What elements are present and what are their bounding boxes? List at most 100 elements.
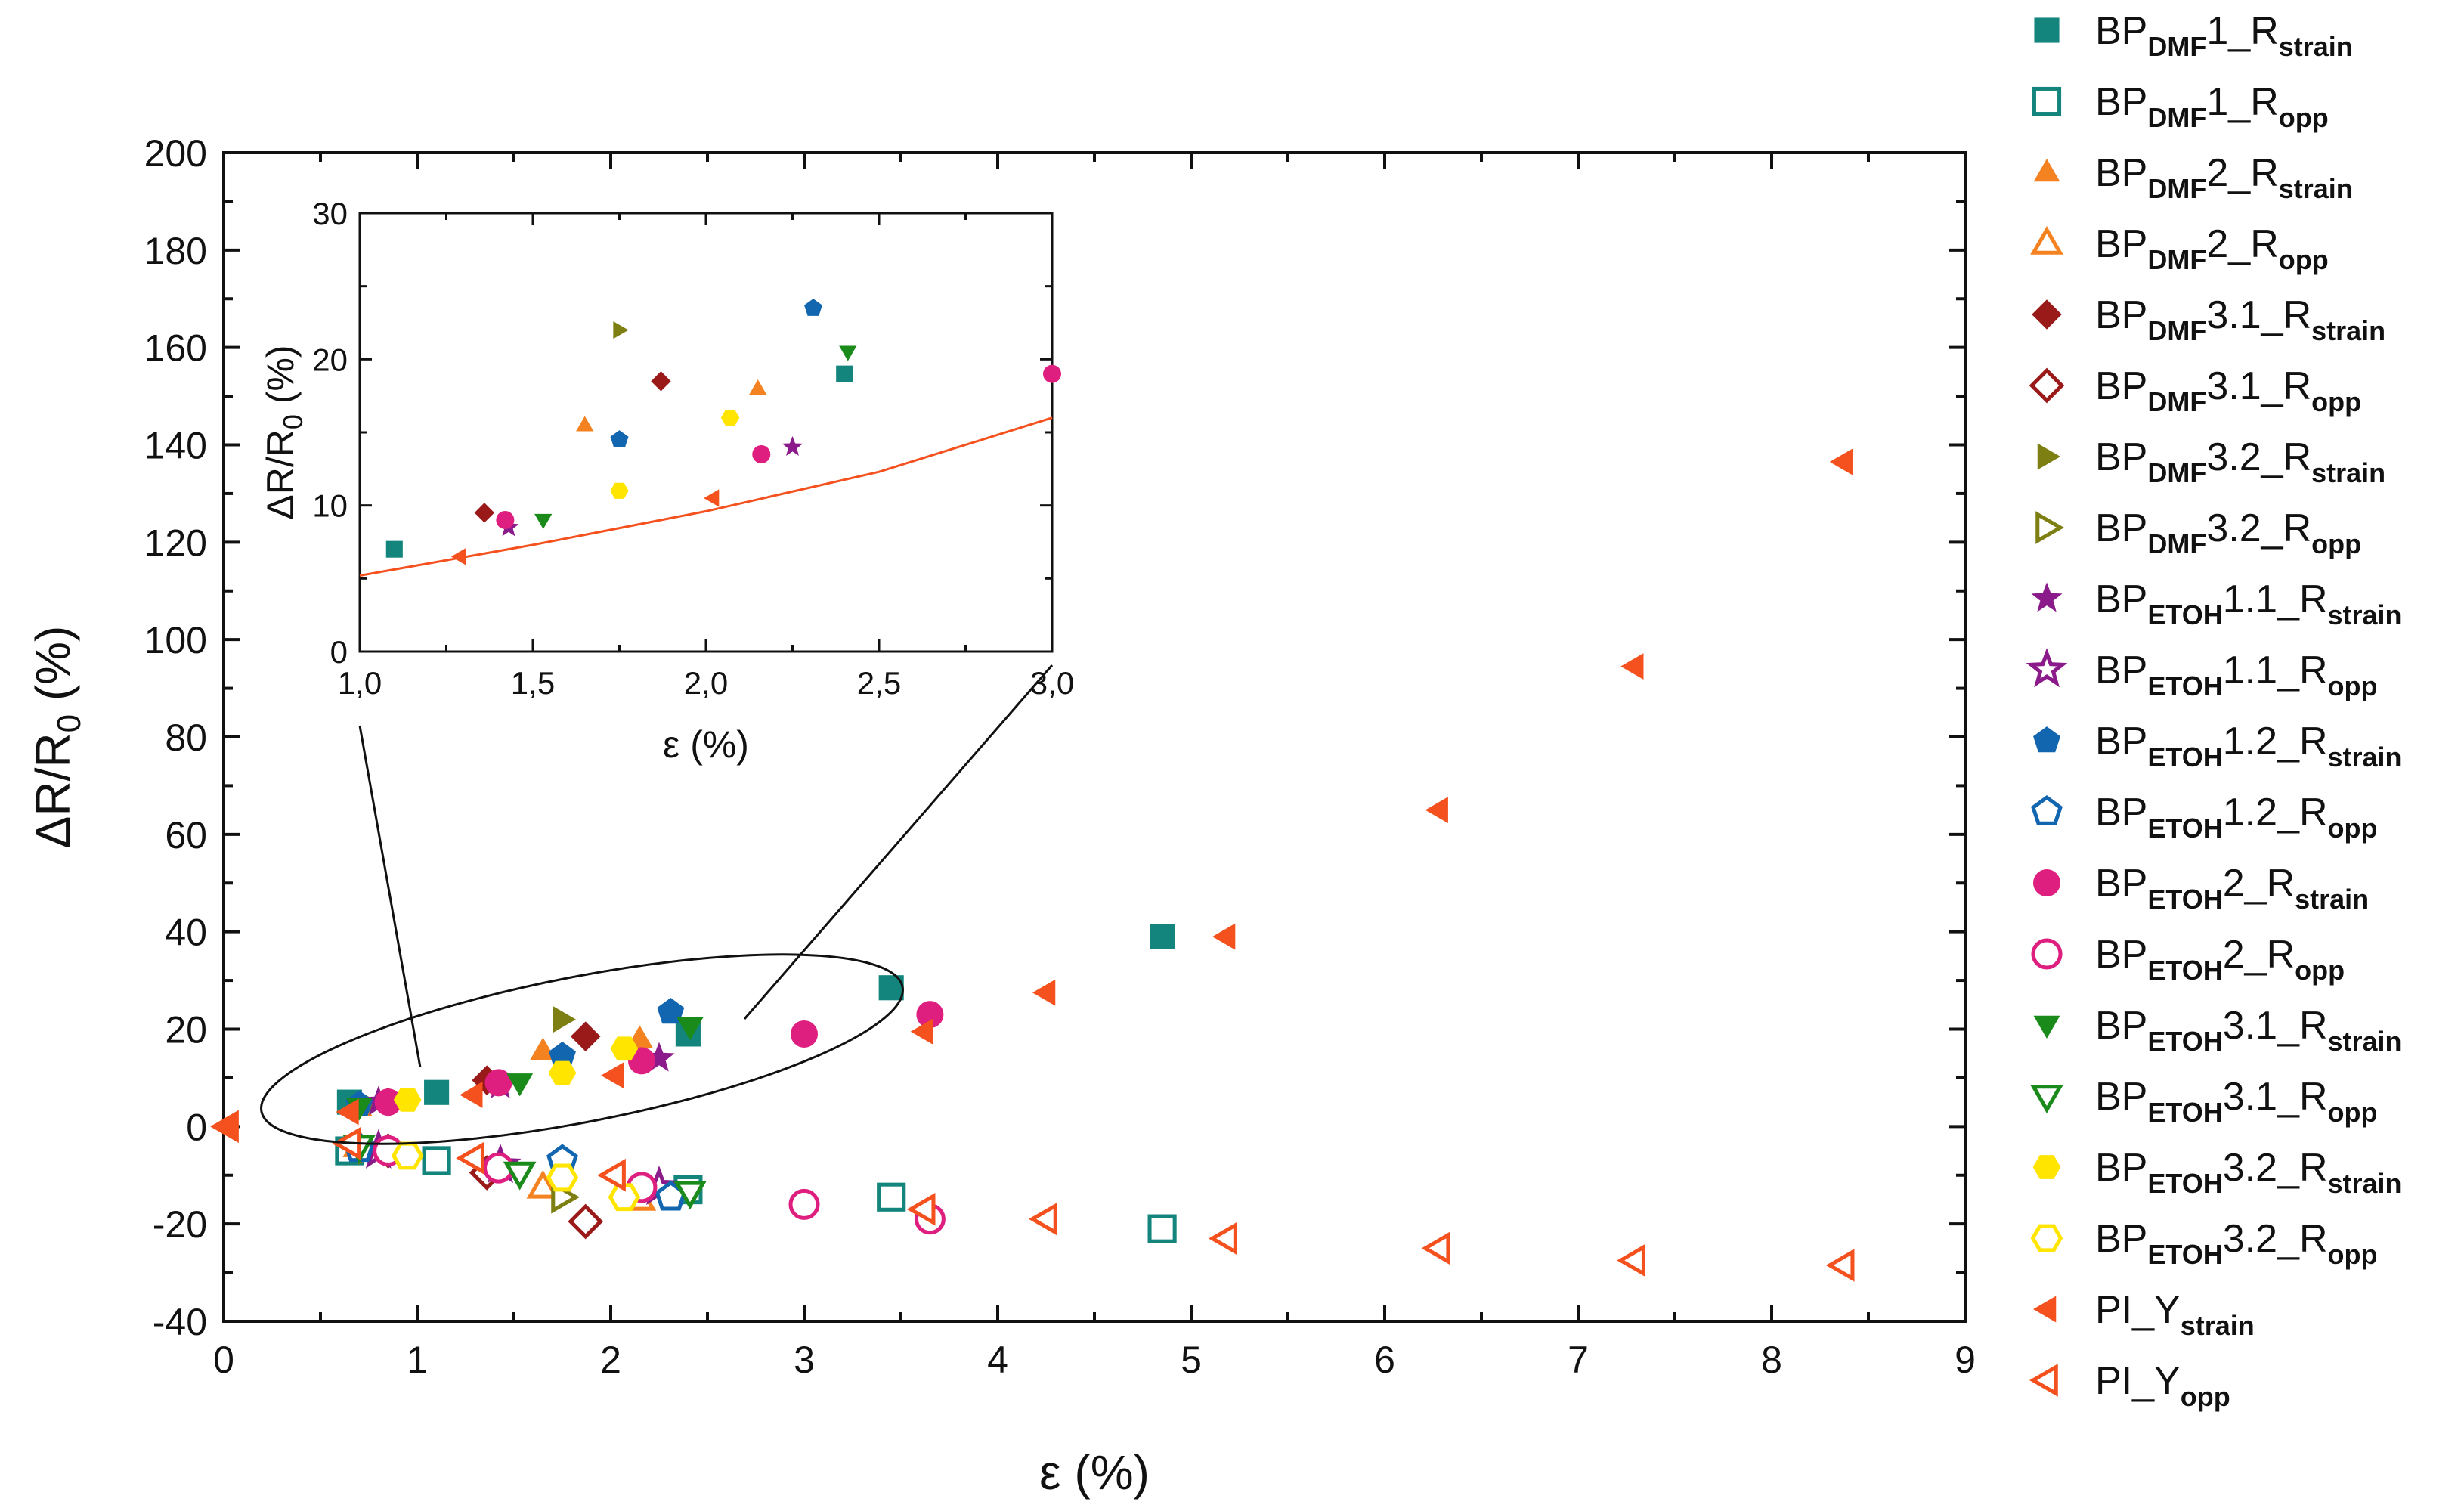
legend-label-subscript2: strain xyxy=(2328,742,2402,773)
legend-label-subscript2: strain xyxy=(2279,31,2353,62)
data-point-bp-dmf1-r-opp xyxy=(422,1146,451,1175)
legend-label-main: BP xyxy=(2095,9,2147,53)
data-point-pi-y-strain xyxy=(601,1062,624,1089)
legend-label-subscript: ETOH xyxy=(2147,955,2222,986)
legend-label-main: BP xyxy=(2095,1217,2147,1261)
legend-label: BPETOH1.1_Ropp xyxy=(2095,649,2377,701)
legend-label-subscript: ETOH xyxy=(2147,1097,2222,1128)
legend-entry: BPETOH1.1_Rstrain xyxy=(2031,577,2402,630)
legend-label-subscript: ETOH xyxy=(2147,813,2222,844)
y-tick-label: 80 xyxy=(165,717,207,759)
y-tick-label: 0 xyxy=(186,1106,207,1148)
inset-point-bp-etoh3-1-r-strain xyxy=(534,513,553,529)
legend-label-subscript2: opp xyxy=(2311,528,2361,559)
inset-data-points xyxy=(385,299,1061,565)
legend-label-mid: 2_R xyxy=(2223,933,2295,977)
y-tick-label: 100 xyxy=(144,619,207,661)
inset-point-bp-dmf3-2-r-strain xyxy=(613,321,629,339)
legend-entry: BPDMF3.2_Rstrain xyxy=(2037,435,2385,488)
inset-x-tick-label: 2,5 xyxy=(857,665,901,701)
legend-label-mid: 3.1_R xyxy=(2223,1004,2328,1048)
data-point-bp-etoh2-r-opp xyxy=(788,1188,820,1220)
inset-point-bp-dmf1-r-strain xyxy=(385,540,403,558)
legend-marker-bp-etoh1-1-r-opp xyxy=(2026,648,2068,688)
inset-y-tick-label: 0 xyxy=(330,634,348,670)
data-point-pi-y-strain xyxy=(1032,979,1056,1006)
legend-label-main: BP xyxy=(2095,933,2147,977)
y-tick-label: 200 xyxy=(144,132,207,175)
legend-entry: BPETOH1.1_Ropp xyxy=(2026,648,2377,701)
x-tick-label: 2 xyxy=(600,1339,621,1381)
legend-label-subscript: DMF xyxy=(2147,528,2206,559)
data-point-bp-etoh3-2-r-strain xyxy=(610,1036,639,1061)
legend-marker-bp-etoh2-r-opp xyxy=(2031,938,2063,970)
inset-point-bp-etoh1-2-r-strain xyxy=(804,299,822,316)
data-point-bp-etoh3-2-r-strain xyxy=(548,1060,577,1085)
legend-label-subscript2: opp xyxy=(2328,813,2378,844)
legend-label-main: BP xyxy=(2095,222,2147,266)
legend-label-mid: 1.1_R xyxy=(2223,649,2328,692)
legend-marker-bp-dmf3-2-r-strain xyxy=(2037,443,2060,470)
data-point-bp-etoh3-2-r-opp xyxy=(546,1163,579,1192)
legend-entry: BPETOH3.1_Ropp xyxy=(2030,1075,2377,1128)
legend-label: BPDMF3.2_Ropp xyxy=(2095,506,2361,559)
zoom-ellipse xyxy=(260,953,904,1145)
legend-label: BPDMF1_Rstrain xyxy=(2095,9,2353,62)
legend-label-main: BP xyxy=(2095,151,2147,195)
legend-label: BPETOH3.1_Ropp xyxy=(2095,1075,2377,1128)
inset-x-tick-label: 2,0 xyxy=(684,665,728,701)
legend-label-mid: 2_R xyxy=(2223,862,2295,906)
legend-label-subscript2: strain xyxy=(2328,599,2402,630)
data-point-bp-dmf3-1-r-strain xyxy=(570,1021,601,1051)
data-point-bp-etoh1-1-r-strain xyxy=(643,1042,675,1072)
data-point-pi-y-strain xyxy=(1212,923,1236,950)
legend-label-subscript2: opp xyxy=(2279,102,2329,133)
legend-label-subscript: DMF xyxy=(2147,315,2206,346)
inset-plot-frame xyxy=(358,212,1054,653)
legend-marker-bp-dmf1-r-opp xyxy=(2032,86,2062,116)
inset-x-tick-label: 1,0 xyxy=(338,665,382,701)
legend-label: BPDMF2_Rstrain xyxy=(2095,151,2353,204)
zoom-connector-right xyxy=(743,664,1054,1020)
data-point-pi-y-strain xyxy=(910,1018,933,1045)
legend-label: BPETOH1.2_Rstrain xyxy=(2095,720,2402,773)
legend-entry: BPDMF3.1_Rstrain xyxy=(2032,293,2385,346)
data-point-pi-y-opp xyxy=(1617,1243,1645,1277)
inset-y-axis-title-main: ΔR/R xyxy=(259,429,302,520)
legend-label-main: BP xyxy=(2095,1004,2147,1048)
inset-y-tick-label: 20 xyxy=(312,342,348,377)
inset-x-tick-label: 1,5 xyxy=(511,665,555,701)
data-point-pi-y-strain xyxy=(1425,797,1448,824)
legend-label-subscript: DMF xyxy=(2147,386,2206,417)
legend-marker-bp-dmf3-1-r-opp xyxy=(2029,367,2065,404)
legend-label: BPETOH1.2_Ropp xyxy=(2095,791,2377,844)
legend-entry: BPETOH3.2_Rstrain xyxy=(2032,1146,2402,1199)
data-point-bp-dmf2-r-strain xyxy=(529,1037,556,1060)
legend-marker-bp-etoh1-1-r-strain xyxy=(2031,582,2063,612)
inset-point-bp-etoh1-1-r-strain xyxy=(782,435,803,456)
data-point-bp-dmf1-r-opp xyxy=(877,1182,906,1212)
legend-label-subscript2: opp xyxy=(2279,244,2329,275)
inset-point-pi-y-strain xyxy=(450,547,466,565)
legend-label-subscript2: opp xyxy=(2328,1239,2378,1270)
legend-entry: BPETOH3.2_Ropp xyxy=(2030,1217,2378,1270)
data-point-bp-dmf1-r-strain xyxy=(424,1079,450,1105)
legend-label-mid: 1_R xyxy=(2206,9,2278,53)
data-point-pi-y-opp xyxy=(1028,1202,1057,1236)
legend-label-subscript2: opp xyxy=(2328,1097,2378,1128)
legend-label-main: BP xyxy=(2095,435,2147,479)
data-point-bp-dmf3-1-r-opp xyxy=(568,1203,604,1240)
legend-marker-pi-y-opp xyxy=(2029,1364,2058,1397)
data-point-bp-etoh1-2-r-strain xyxy=(657,998,685,1024)
legend-label-mid: 3.2_R xyxy=(2223,1146,2328,1190)
legend-label-main: BP xyxy=(2095,1146,2147,1190)
data-point-bp-etoh2-r-strain xyxy=(374,1088,402,1116)
legend-label-mid: 3.1_R xyxy=(2223,1075,2328,1119)
legend-label-main: BP xyxy=(2095,293,2147,337)
legend-marker-bp-dmf2-r-opp xyxy=(2030,225,2063,255)
legend-label-mid: 2_R xyxy=(2206,151,2278,195)
legend-marker-bp-etoh1-2-r-opp xyxy=(2031,794,2063,825)
legend-label: BPDMF3.2_Rstrain xyxy=(2095,435,2385,488)
x-tick-label: 1 xyxy=(407,1339,428,1381)
